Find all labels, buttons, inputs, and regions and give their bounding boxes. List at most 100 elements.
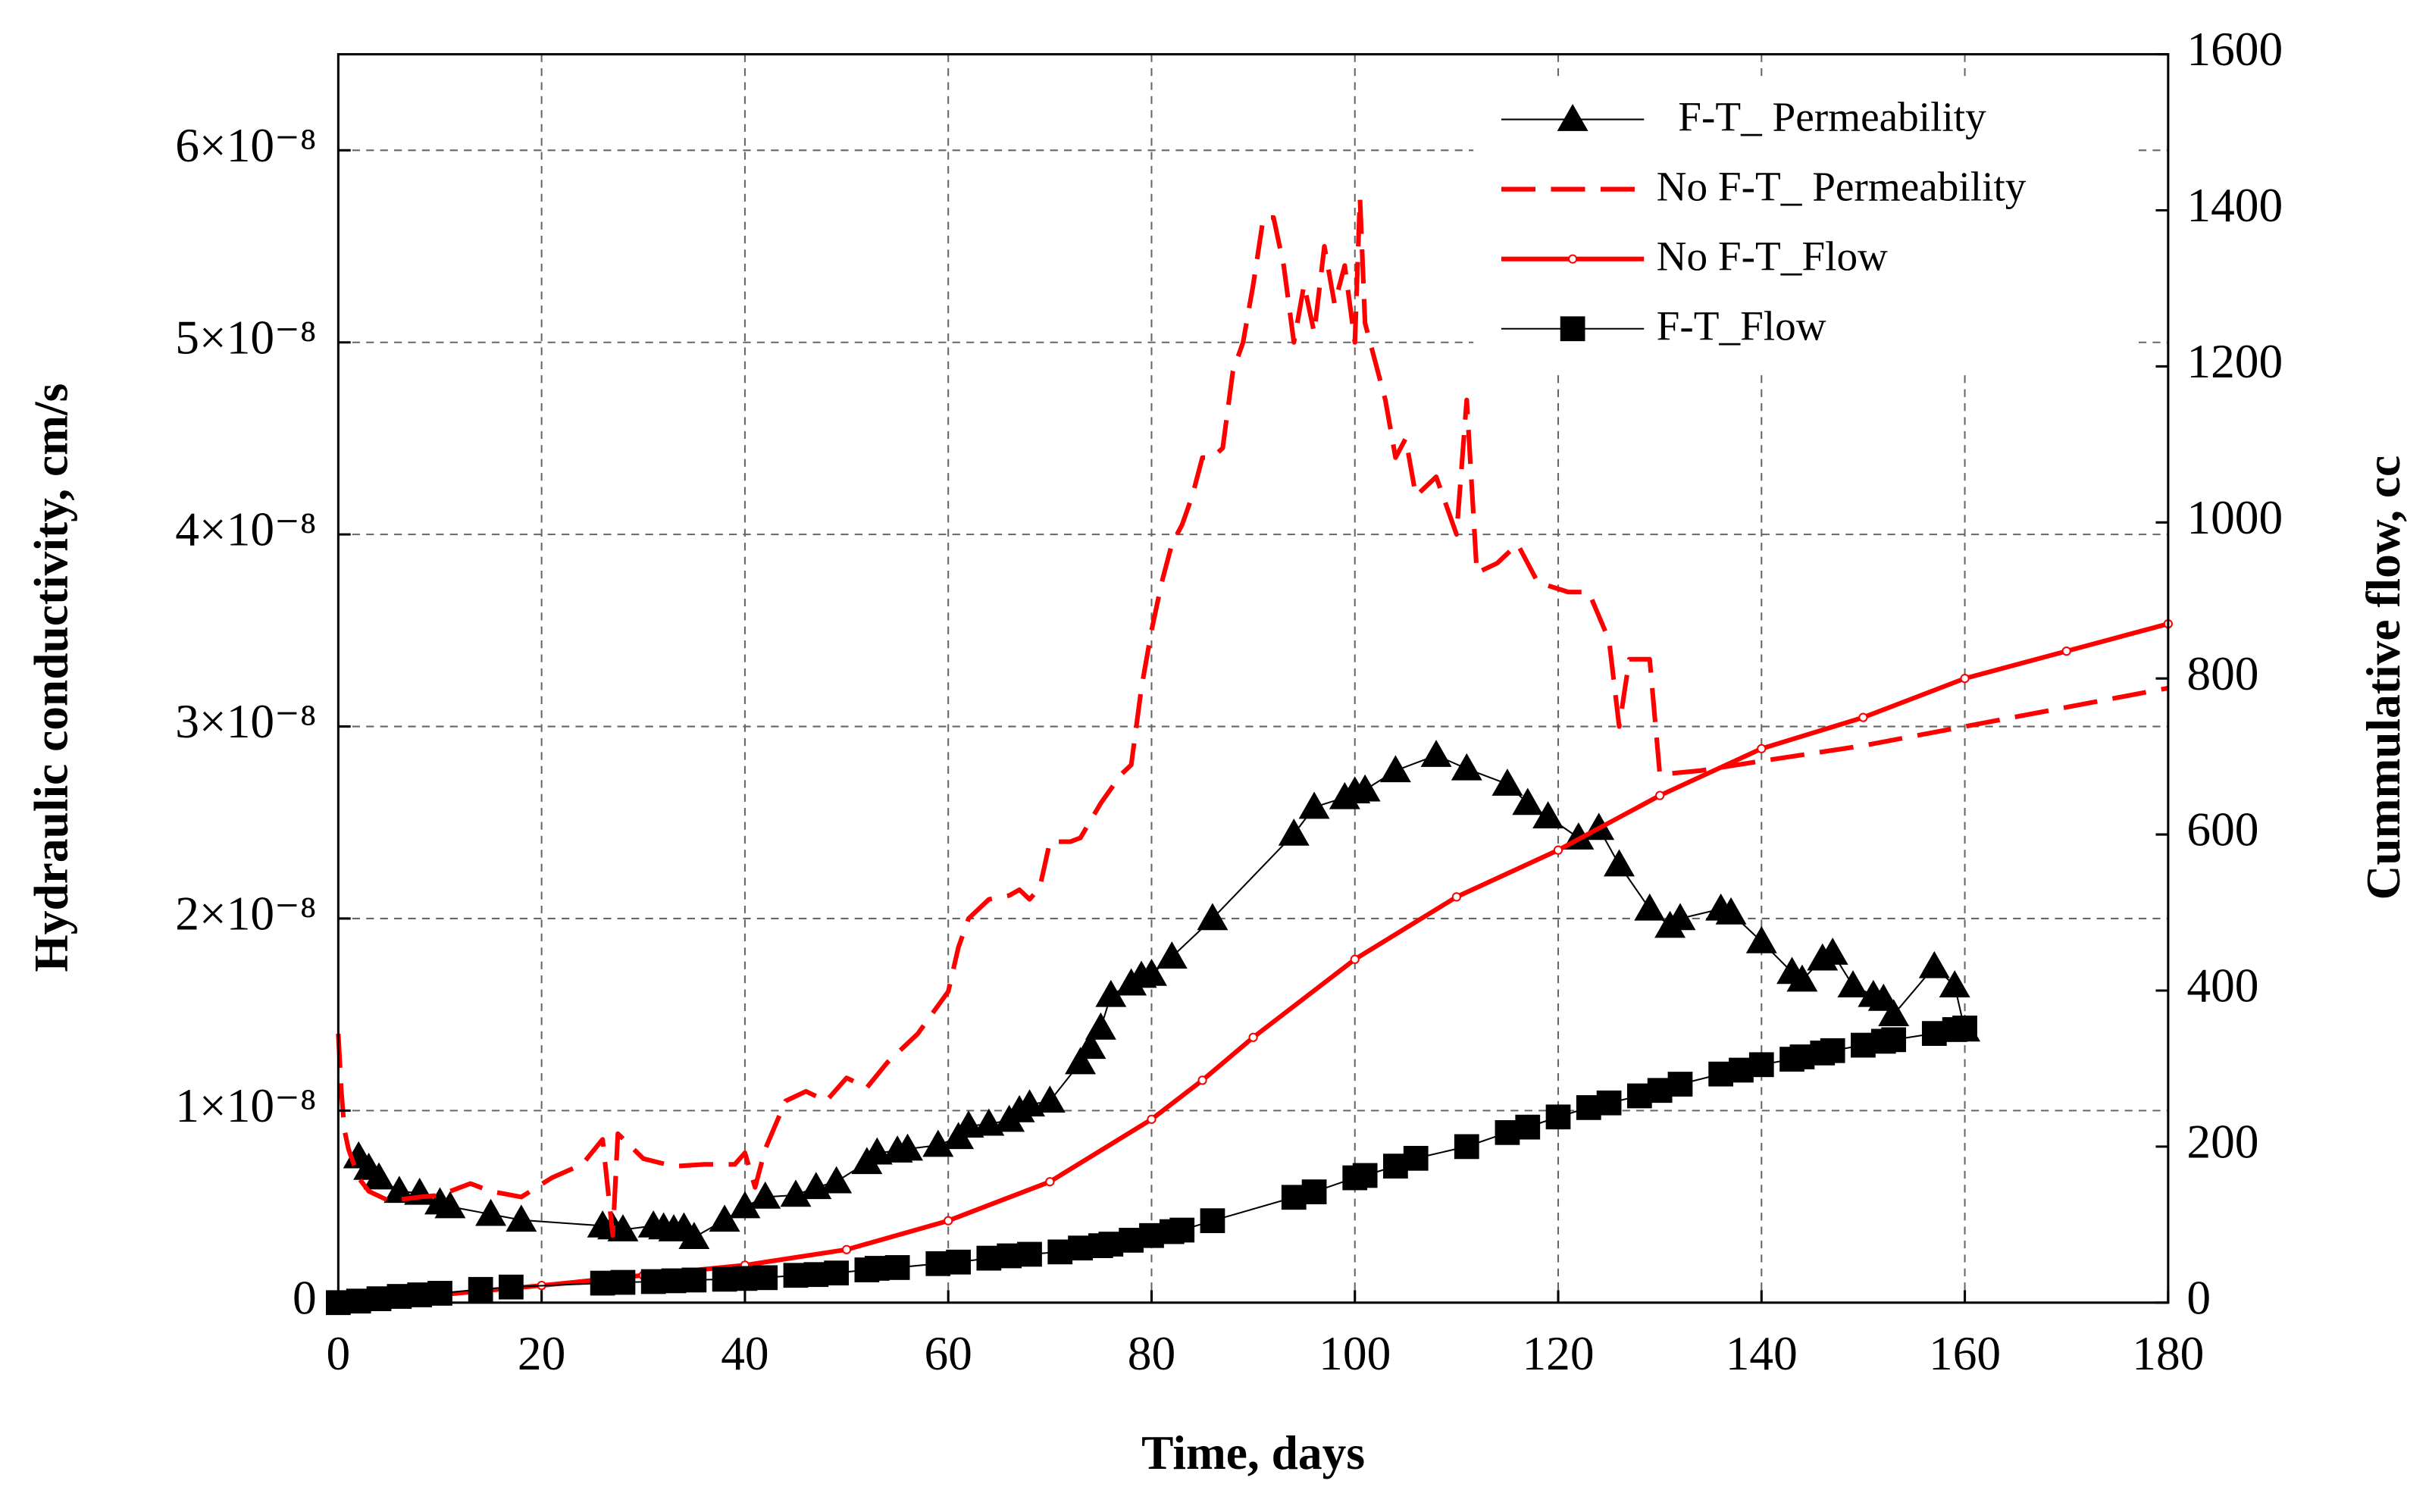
marker [468, 1276, 493, 1302]
marker [1939, 970, 1970, 997]
marker [1820, 1038, 1845, 1063]
axes: 0 20 40 60 80 100 120 140 160 18001×10⁻⁸2×10⁻⁸3×1… [175, 22, 2283, 1380]
marker [1200, 1208, 1225, 1234]
y2-tick-label: 1600 [2186, 22, 2283, 76]
marker [780, 1179, 812, 1207]
marker [1065, 1047, 1097, 1075]
marker [1715, 897, 1747, 925]
marker [1667, 1072, 1693, 1097]
marker [434, 1191, 466, 1219]
marker [1075, 1031, 1106, 1060]
y2-tick-label: 1200 [2186, 334, 2283, 388]
marker [884, 1255, 910, 1280]
marker [1858, 712, 1868, 722]
marker [1491, 769, 1523, 796]
series-line [336, 196, 2169, 1238]
x-tick-label: 80 [1128, 1326, 1175, 1380]
x-tick-label: 120 [1522, 1326, 1594, 1380]
y2-tick-label: 600 [2186, 803, 2258, 856]
marker [1952, 1016, 1977, 1041]
marker [1557, 104, 1588, 131]
marker [1634, 893, 1666, 921]
marker [1748, 1052, 1774, 1078]
marker [1350, 954, 1360, 964]
y-tick-label: 5×10⁻⁸ [175, 310, 317, 364]
x-tick-label: 100 [1319, 1326, 1391, 1380]
marker [607, 1214, 639, 1241]
y-tick-label: 0 [293, 1270, 317, 1324]
y-axis-title: Hydraulic conductivity, cm/s [24, 383, 78, 972]
legend-label: No F-T_ Permeability [1657, 163, 2027, 209]
y2-tick-label: 200 [2186, 1114, 2258, 1168]
marker [1403, 1145, 1429, 1171]
marker [1757, 743, 1767, 753]
marker [709, 1204, 740, 1232]
marker [944, 1216, 953, 1226]
marker [1451, 753, 1482, 781]
marker [1532, 801, 1564, 828]
y2-tick-label: 1000 [2186, 490, 2283, 544]
x-axis-title: Time, days [1141, 1426, 1365, 1479]
marker [892, 1133, 924, 1161]
marker [505, 1204, 537, 1232]
marker [1136, 958, 1167, 986]
marker [729, 1191, 761, 1219]
y2-axis-title: Cummulative flow, cc [2356, 455, 2410, 900]
marker [1837, 970, 1869, 997]
x-tick-label: 20 [518, 1326, 565, 1380]
marker [1298, 791, 1330, 819]
marker [2061, 646, 2071, 656]
marker [1197, 1075, 1207, 1085]
marker [1664, 903, 1696, 931]
marker [1655, 790, 1665, 800]
marker [1515, 1114, 1541, 1140]
marker [1156, 941, 1188, 969]
y-tick-label: 2×10⁻⁸ [175, 887, 317, 941]
marker [1567, 254, 1578, 264]
x-tick-label: 160 [1929, 1326, 2001, 1380]
legend: F-T_ Permeability No F-T_ Permeability No … [1501, 93, 2027, 349]
marker [1451, 892, 1462, 902]
marker [1147, 1114, 1157, 1124]
marker [363, 1162, 395, 1190]
marker [1095, 979, 1127, 1007]
y2-tick-label: 400 [2186, 959, 2258, 1013]
marker [1553, 845, 1563, 855]
y2-tick-label: 0 [2186, 1270, 2211, 1324]
marker [1604, 849, 1635, 877]
marker [1918, 950, 1950, 978]
legend-label: F-T_Flow [1657, 303, 1826, 349]
marker [750, 1181, 781, 1209]
y2-tick-label: 800 [2186, 646, 2258, 700]
marker [1301, 1179, 1327, 1204]
marker [1017, 1241, 1042, 1267]
marker [1512, 787, 1544, 815]
marker [1379, 755, 1411, 783]
y-tick-label: 1×10⁻⁸ [175, 1078, 317, 1132]
marker [383, 1175, 415, 1204]
legend-label: F-T_ Permeability [1678, 93, 1986, 139]
y2-tick-label: 1400 [2186, 178, 2283, 232]
y-tick-label: 6×10⁻⁸ [175, 118, 317, 172]
marker [475, 1198, 507, 1226]
marker [922, 1129, 954, 1157]
marker [821, 1166, 853, 1194]
marker [1197, 903, 1229, 931]
legend-label: No F-T_Flow [1657, 233, 1888, 279]
marker [946, 1249, 971, 1275]
x-tick-label: 60 [924, 1326, 972, 1380]
x-tick-label: 40 [721, 1326, 768, 1380]
marker [1560, 316, 1585, 342]
marker [499, 1274, 524, 1300]
marker [1248, 1032, 1258, 1042]
x-tick-label: 0 [327, 1326, 351, 1380]
marker [824, 1260, 850, 1286]
x-tick-label: 180 [2132, 1326, 2204, 1380]
marker [1454, 1134, 1479, 1160]
marker [1596, 1090, 1622, 1116]
marker [753, 1265, 778, 1291]
marker [1878, 999, 1910, 1027]
marker [1817, 938, 1848, 965]
y-tick-label: 4×10⁻⁸ [175, 502, 317, 556]
